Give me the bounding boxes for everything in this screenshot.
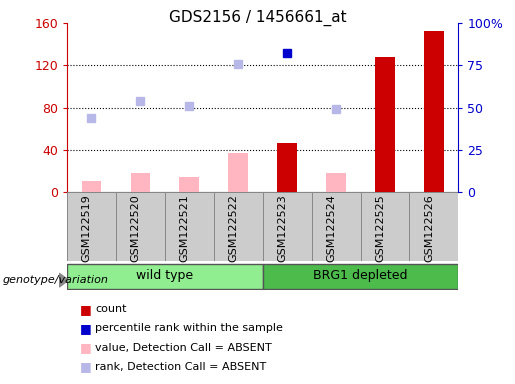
Bar: [263, 264, 458, 288]
Text: GSM122522: GSM122522: [228, 194, 238, 262]
Text: GDS2156 / 1456661_at: GDS2156 / 1456661_at: [169, 10, 346, 26]
Text: GSM122521: GSM122521: [179, 194, 190, 262]
Text: GSM122525: GSM122525: [375, 194, 385, 262]
Text: value, Detection Call = ABSENT: value, Detection Call = ABSENT: [95, 343, 272, 353]
Bar: [409, 192, 458, 261]
Text: BRG1 depleted: BRG1 depleted: [313, 269, 408, 282]
Text: ■: ■: [80, 303, 92, 316]
Bar: [278, 144, 297, 192]
Bar: [131, 173, 150, 192]
Bar: [116, 192, 165, 261]
Text: GSM122523: GSM122523: [277, 194, 287, 262]
Text: GSM122526: GSM122526: [424, 194, 434, 262]
Text: GSM122519: GSM122519: [81, 194, 92, 262]
Text: rank, Detection Call = ABSENT: rank, Detection Call = ABSENT: [95, 362, 267, 372]
Text: genotype/variation: genotype/variation: [3, 275, 109, 285]
Bar: [312, 192, 360, 261]
Text: ■: ■: [80, 322, 92, 335]
Bar: [67, 192, 116, 261]
Bar: [82, 182, 101, 192]
Bar: [375, 57, 395, 192]
Bar: [263, 192, 312, 261]
Text: count: count: [95, 304, 127, 314]
Text: GSM122520: GSM122520: [130, 194, 140, 262]
Text: ■: ■: [80, 360, 92, 373]
Bar: [67, 264, 263, 288]
Text: wild type: wild type: [136, 269, 193, 282]
Polygon shape: [59, 273, 68, 287]
Bar: [165, 192, 214, 261]
Bar: [180, 177, 199, 192]
Bar: [214, 192, 263, 261]
Bar: [327, 173, 346, 192]
Bar: [229, 153, 248, 192]
Text: percentile rank within the sample: percentile rank within the sample: [95, 323, 283, 333]
Bar: [424, 31, 444, 192]
Text: GSM122524: GSM122524: [326, 194, 336, 262]
Text: ■: ■: [80, 341, 92, 354]
Bar: [360, 192, 409, 261]
